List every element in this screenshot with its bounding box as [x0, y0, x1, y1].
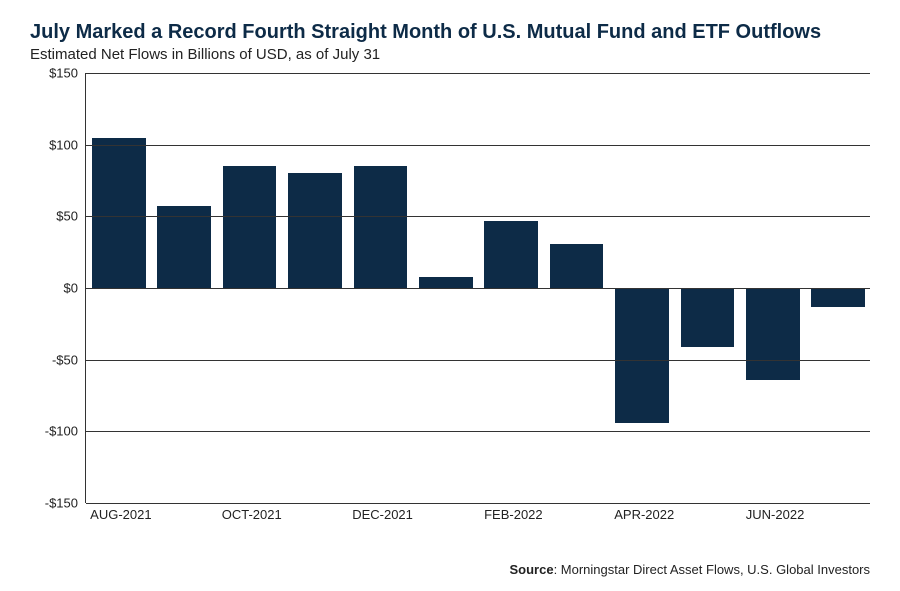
source-text: : Morningstar Direct Asset Flows, U.S. G…: [554, 562, 870, 577]
y-tick-label: -$150: [28, 496, 78, 511]
gridline: [86, 288, 870, 289]
bar: [223, 166, 277, 288]
bar: [811, 288, 865, 307]
y-tick-label: $0: [28, 281, 78, 296]
y-tick-label: -$100: [28, 424, 78, 439]
x-tick-label: AUG-2021: [90, 507, 151, 522]
gridline: [86, 73, 870, 74]
chart-area: $150$100$50$0-$50-$100-$150 AUG-2021OCT-…: [30, 73, 870, 533]
y-tick-label: $150: [28, 66, 78, 81]
bar: [157, 206, 211, 288]
x-tick-label: JUN-2022: [746, 507, 805, 522]
bar: [681, 288, 735, 347]
chart-subtitle: Estimated Net Flows in Billions of USD, …: [30, 46, 870, 63]
x-tick-label: APR-2022: [614, 507, 674, 522]
x-axis-labels: AUG-2021 OCT-2021 DEC-2021 FEB-2022 APR-2022…: [85, 507, 870, 527]
source-label: Source: [509, 562, 553, 577]
bar: [419, 277, 473, 288]
x-tick-label: FEB-2022: [484, 507, 543, 522]
x-tick-label: OCT-2021: [222, 507, 282, 522]
bar: [615, 288, 669, 423]
y-tick-label: -$50: [28, 352, 78, 367]
source-line: Source: Morningstar Direct Asset Flows, …: [509, 562, 870, 577]
chart-container: July Marked a Record Fourth Straight Mon…: [0, 0, 900, 591]
bar: [484, 221, 538, 288]
bar: [550, 244, 604, 288]
bar: [288, 173, 342, 288]
y-tick-label: $50: [28, 209, 78, 224]
gridline: [86, 431, 870, 432]
chart-title: July Marked a Record Fourth Straight Mon…: [30, 20, 870, 44]
plot-region: [85, 73, 870, 503]
gridline: [86, 145, 870, 146]
gridline: [86, 216, 870, 217]
bar: [354, 166, 408, 288]
bar: [746, 288, 800, 380]
bar: [92, 138, 146, 289]
x-tick-label: DEC-2021: [352, 507, 413, 522]
gridline: [86, 503, 870, 504]
gridline: [86, 360, 870, 361]
y-tick-label: $100: [28, 137, 78, 152]
